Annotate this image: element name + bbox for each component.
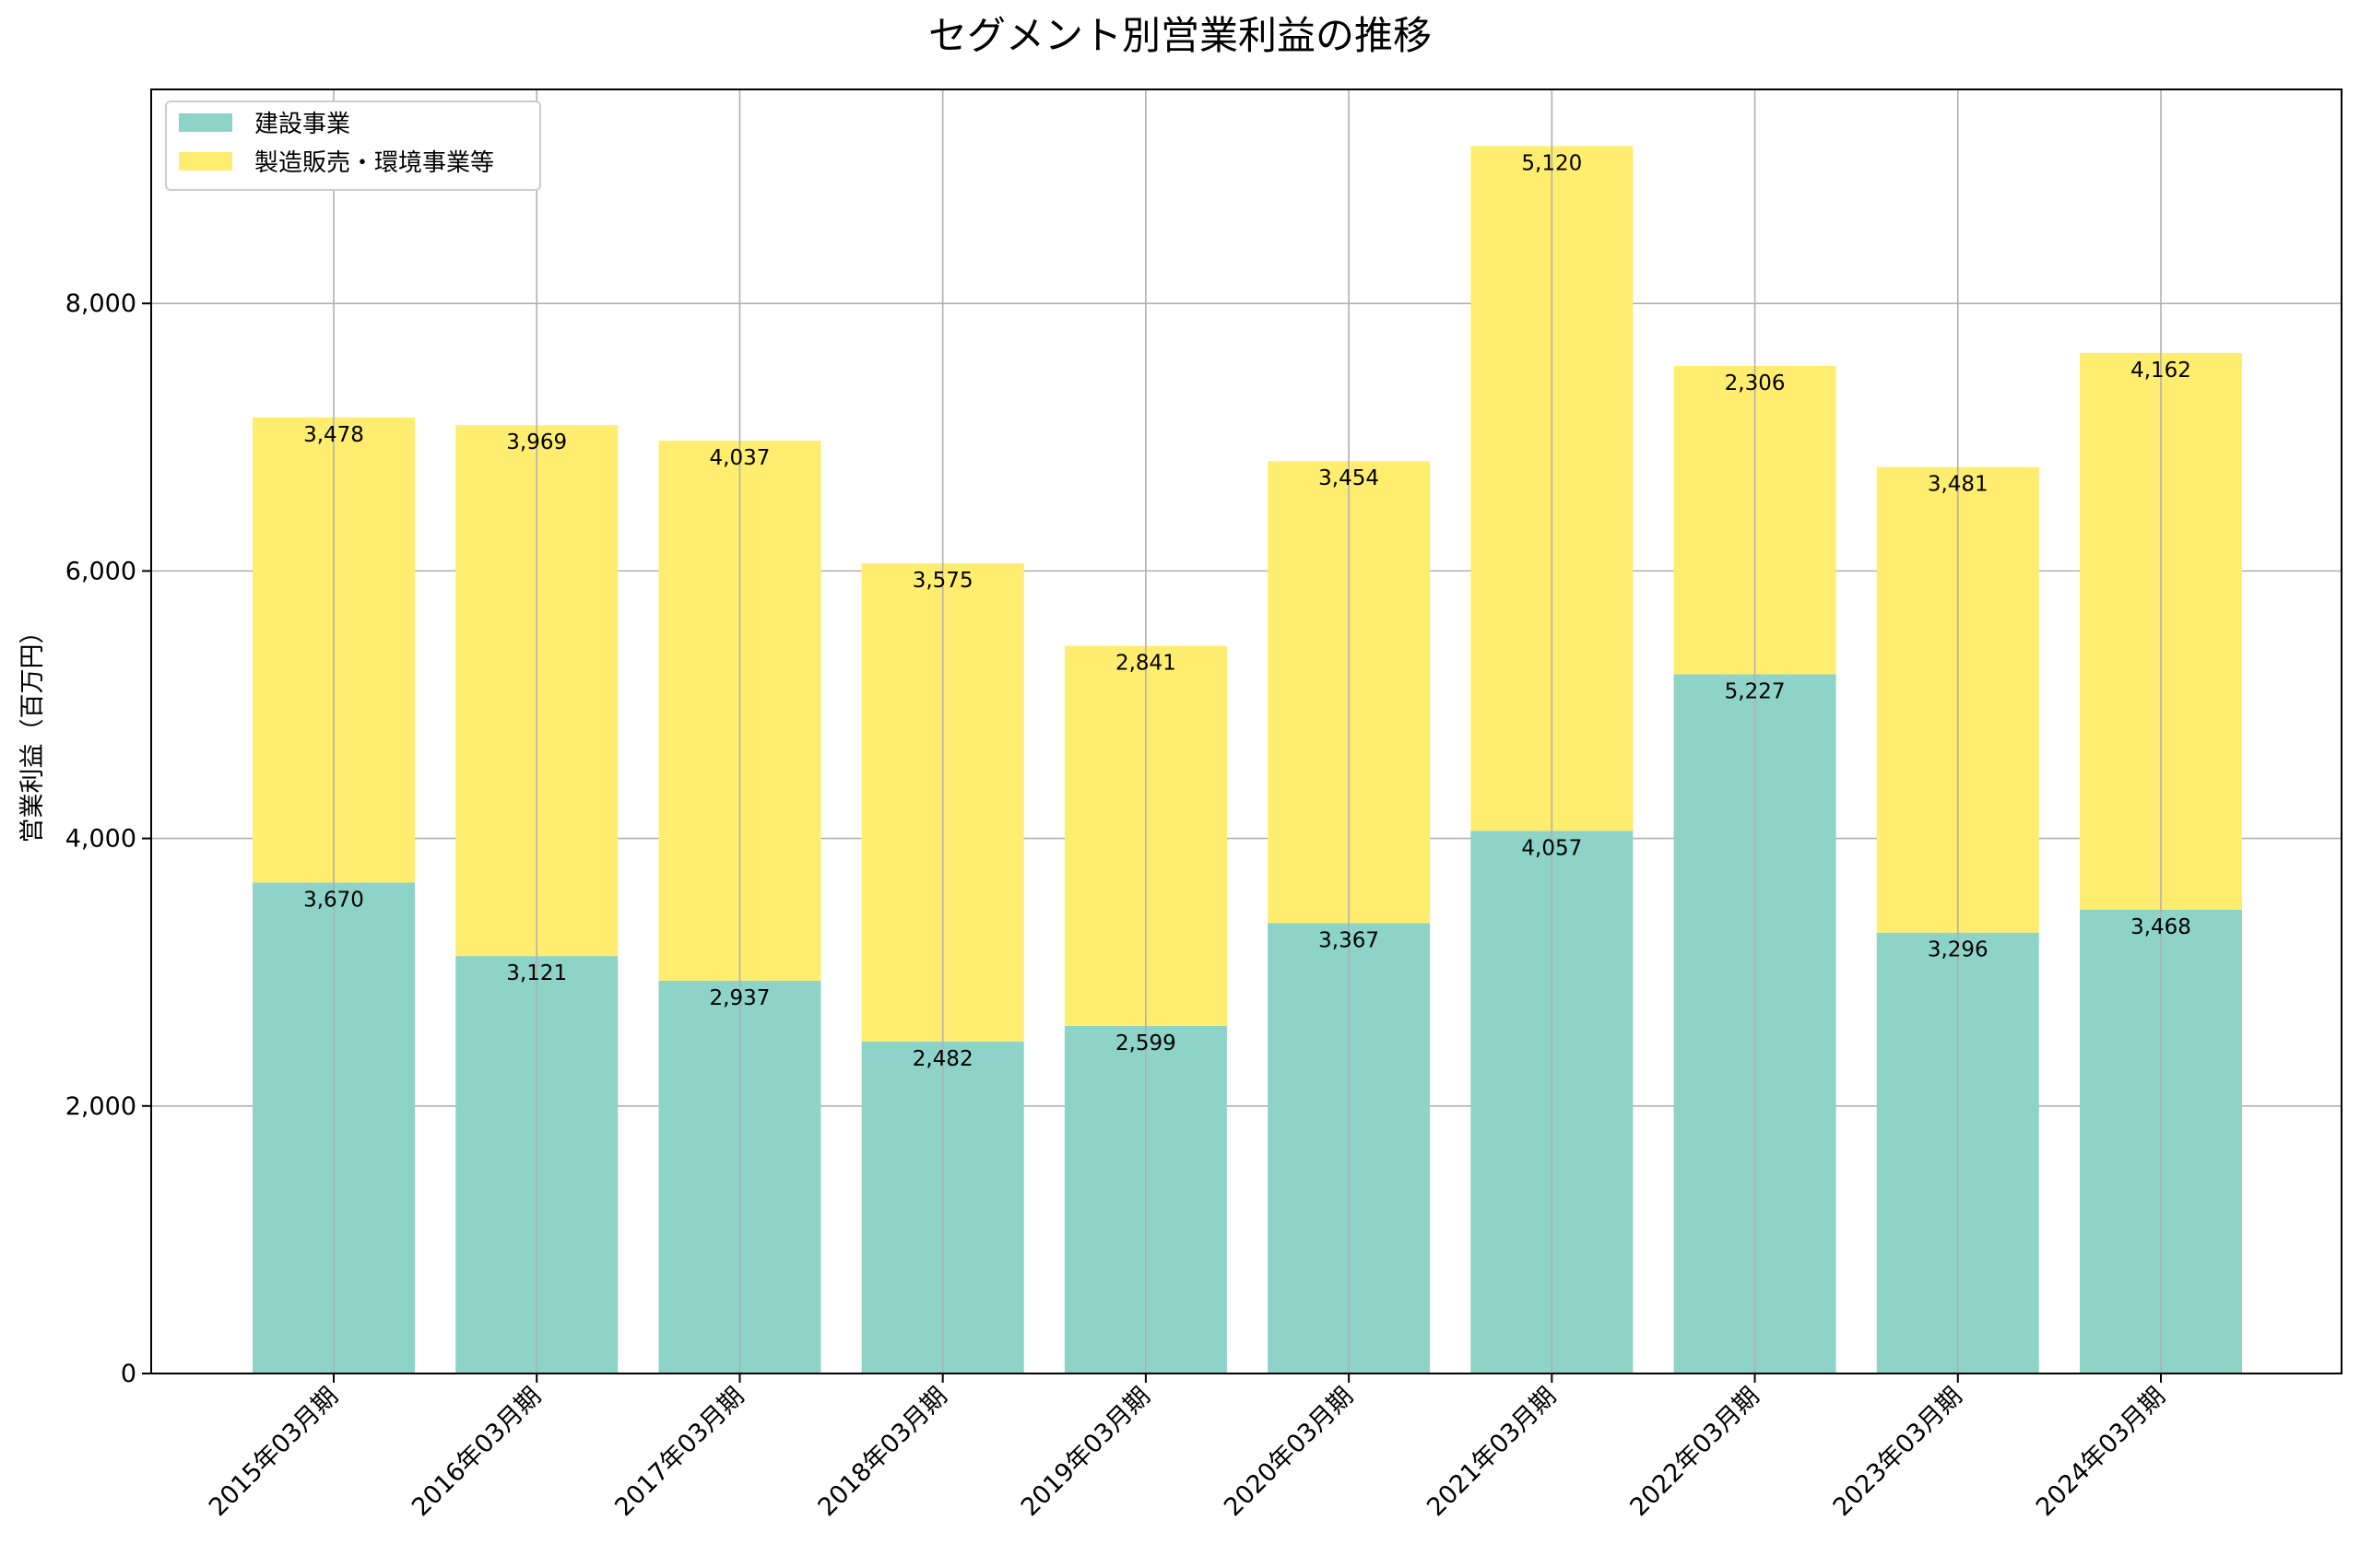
data-label-manufacturing-3: 3,575 (913, 569, 974, 593)
data-label-manufacturing-4: 2,841 (1115, 652, 1176, 676)
x-tick-label: 2015年03月期 (204, 1382, 344, 1522)
x-tick-label: 2021年03月期 (1422, 1382, 1562, 1522)
y-tick-label: 2,000 (65, 1092, 136, 1121)
x-tick-label: 2022年03月期 (1624, 1382, 1764, 1522)
data-label-manufacturing-8: 3,481 (1928, 473, 1988, 497)
legend-swatch-manufacturing (179, 152, 232, 171)
data-label-manufacturing-6: 5,120 (1521, 151, 1582, 175)
data-label-construction-4: 2,599 (1115, 1032, 1176, 1055)
y-tick-label: 0 (121, 1360, 136, 1388)
data-label-manufacturing-9: 4,162 (2130, 359, 2191, 383)
data-label-manufacturing-1: 3,969 (506, 430, 567, 454)
vertical-grid (333, 89, 2162, 1373)
x-tick-label: 2020年03月期 (1219, 1382, 1359, 1522)
data-label-construction-6: 4,057 (1521, 836, 1582, 860)
data-label-construction-0: 3,670 (303, 888, 364, 912)
x-tick-label: 2024年03月期 (2031, 1382, 2171, 1522)
x-tick-label: 2018年03月期 (813, 1382, 953, 1522)
plot-frame (150, 88, 2342, 1374)
data-label-manufacturing-7: 2,306 (1725, 371, 1786, 395)
data-label-manufacturing-2: 4,037 (710, 446, 771, 470)
data-label-manufacturing-5: 3,454 (1318, 466, 1379, 490)
data-label-construction-3: 2,482 (913, 1047, 974, 1071)
data-label-construction-8: 3,296 (1928, 938, 1988, 962)
bars (253, 146, 2242, 1373)
x-tick-label: 2016年03月期 (407, 1382, 547, 1522)
legend-box (165, 100, 541, 191)
legend: 建設事業 製造販売・環境事業等 (165, 100, 541, 191)
legend-label-manufacturing: 製造販売・環境事業等 (254, 149, 494, 177)
chart-title: セグメント別営業利益の推移 (928, 13, 1432, 58)
y-axis-label: 営業利益（百万円） (18, 619, 47, 843)
y-tick-label: 8,000 (65, 289, 136, 318)
data-label-construction-7: 5,227 (1725, 680, 1786, 704)
y-tick-label: 4,000 (65, 825, 136, 854)
data-labels: 3,670 3,121 2,937 2,482 2,599 3,367 4,057 5,227… (303, 151, 2191, 1070)
data-label-construction-5: 3,367 (1318, 928, 1379, 952)
data-label-construction-2: 2,937 (710, 986, 771, 1010)
y-tick-label: 6,000 (65, 557, 136, 585)
data-label-construction-9: 3,468 (2130, 915, 2191, 939)
legend-swatch-construction (179, 113, 232, 132)
data-label-construction-1: 3,121 (506, 961, 567, 985)
data-label-manufacturing-0: 3,478 (303, 423, 364, 447)
legend-label-construction: 建設事業 (254, 111, 350, 138)
x-tick-label: 2019年03月期 (1016, 1382, 1156, 1522)
x-tick-label: 2017年03月期 (609, 1382, 749, 1522)
x-tick-label: 2023年03月期 (1828, 1382, 1968, 1522)
